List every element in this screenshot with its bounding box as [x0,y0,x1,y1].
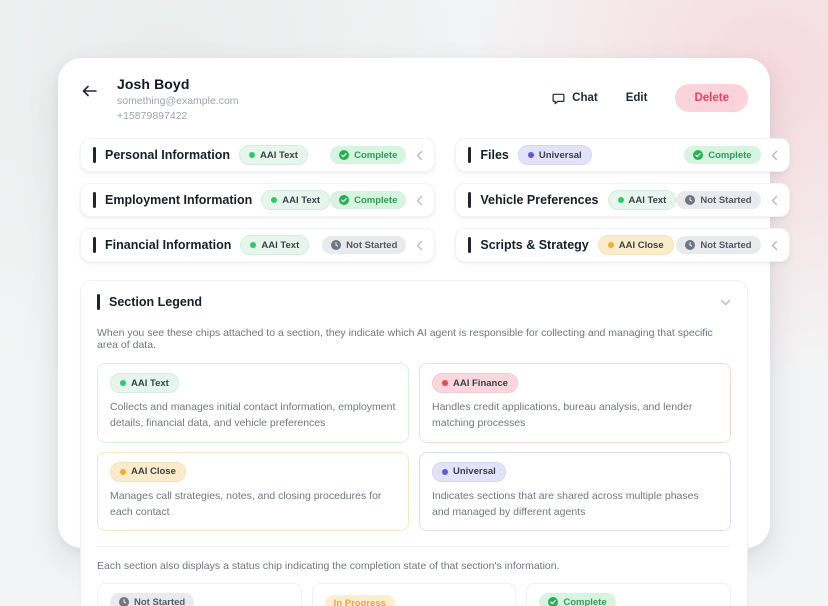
check-circle-icon [339,195,350,205]
check-circle-icon [693,150,704,160]
section-accent-bar [468,147,472,163]
agent-chip: AAI Text [110,373,179,393]
section-card-vehicle-preferences[interactable]: Vehicle Preferences AAI Text Not Started [455,183,790,217]
section-title: Scripts & Strategy [480,238,589,252]
status-legend-grid: Not Started No information has been ente… [97,583,731,606]
status-chip: In Progress [324,594,395,606]
agent-dot-icon [442,468,448,475]
clock-circle-icon [331,240,342,250]
header: Josh Boyd something@example.com +1587989… [80,76,748,122]
section-card-financial-information[interactable]: Financial Information AAI Text Not Start… [80,228,436,262]
agent-chip: AAI Text [240,235,310,255]
agent-legend-grid: AAI Text Collects and manages initial co… [97,363,731,532]
status-chip: Complete [539,593,616,606]
legend-box-complete: Complete All required information in thi… [526,583,731,606]
status-chip: Not Started [676,236,761,254]
section-accent-bar [93,192,96,208]
contact-name: Josh Boyd [117,76,190,92]
section-legend-card: Section Legend When you see these chips … [80,280,748,606]
clock-circle-icon [685,240,696,250]
status-intro-text: Each section also displays a status chip… [97,560,560,573]
agent-dot-icon [527,152,534,158]
delete-button[interactable]: Delete [675,84,748,112]
agent-dot-icon [249,152,256,158]
section-title: Vehicle Preferences [480,193,599,207]
section-accent-bar [97,294,100,310]
chat-bubble-icon [552,93,565,104]
section-legend-header[interactable]: Section Legend [97,294,731,310]
chat-button-label: Chat [572,92,598,104]
agent-chip: AAI Text [239,145,308,165]
legend-box-in-progress: In Progress Some information has been fi… [311,583,517,606]
chevron-left-icon[interactable] [415,240,424,251]
header-actions: Chat Edit Delete [552,84,748,112]
legend-box-universal: Universal Indicates sections that are sh… [419,451,731,532]
section-card-employment-information[interactable]: Employment Information AAI Text Complete [80,183,436,217]
section-title: Employment Information [105,193,253,207]
contact-detail-card: Josh Boyd something@example.com +1587989… [58,58,790,606]
status-chip: Complete [330,146,407,164]
check-circle-icon [339,150,350,160]
contact-email: something@example.com [117,95,239,107]
section-cards-grid: Personal Information AAI Text Complete F… [80,138,790,262]
section-title: Personal Information [105,148,231,162]
contact-phone: +15879897422 [117,110,188,122]
edit-button[interactable]: Edit [625,92,648,104]
section-card-files[interactable]: Files Universal Complete [455,138,790,172]
legend-box-description: Manages call strategies, notes, and clos… [110,489,382,518]
legend-box-description: Handles credit applications, bureau anal… [432,401,693,430]
contact-identity: Josh Boyd something@example.com +1587989… [117,76,239,122]
agent-dot-icon [271,197,278,203]
clock-circle-icon [685,195,696,205]
agent-chip: AAI Text [261,190,331,210]
agent-chip: AAI Finance [432,373,518,393]
back-button[interactable] [80,83,99,99]
chevron-down-icon[interactable] [720,298,731,307]
section-accent-bar [93,147,96,163]
agent-chip: Universal [432,461,506,482]
status-chip: Not Started [676,191,761,209]
agent-chip: Universal [517,145,592,165]
agent-dot-icon [607,242,614,248]
agent-dot-icon [120,380,126,386]
chat-button[interactable]: Chat [552,92,598,105]
chevron-left-icon[interactable] [770,195,779,206]
section-accent-bar [468,192,472,208]
status-chip: Not Started [110,593,195,606]
section-card-personal-information[interactable]: Personal Information AAI Text Complete [80,138,436,172]
section-title: Financial Information [105,238,232,252]
section-accent-bar [468,237,472,253]
agent-dot-icon [617,197,624,203]
chevron-left-icon[interactable] [415,195,424,206]
agent-dot-icon [250,242,257,248]
chevron-left-icon[interactable] [770,150,779,161]
back-arrow-icon [82,85,97,97]
section-title: Files [480,148,509,162]
legend-box-description: Indicates sections that are shared acros… [432,489,699,518]
check-circle-icon [548,597,559,606]
agent-dot-icon [442,380,448,386]
section-legend-title: Section Legend [109,295,203,309]
legend-divider [97,546,731,548]
chevron-left-icon[interactable] [415,150,424,161]
agent-dot-icon [120,468,126,475]
status-chip: Complete [330,191,407,209]
agent-chip: AAI Close [110,461,186,482]
legend-box-aai-text: AAI Text Collects and manages initial co… [97,363,409,443]
chevron-left-icon[interactable] [770,240,779,251]
section-accent-bar [93,237,96,253]
legend-box-aai-close: AAI Close Manages call strategies, notes… [97,451,409,532]
agent-chip: AAI Close [597,235,674,255]
agent-chip: AAI Text [607,190,677,210]
legend-box-aai-finance: AAI Finance Handles credit applications,… [419,363,731,443]
legend-intro-text: When you see these chips attached to a s… [97,327,713,351]
status-chip: Not Started [322,236,407,254]
clock-circle-icon [119,597,129,606]
legend-box-not-started: Not Started No information has been ente… [97,583,302,606]
section-card-scripts-strategy[interactable]: Scripts & Strategy AAI Close Not Started [455,228,790,262]
status-chip: Complete [684,146,761,164]
legend-box-description: Collects and manages initial contact inf… [110,401,396,430]
